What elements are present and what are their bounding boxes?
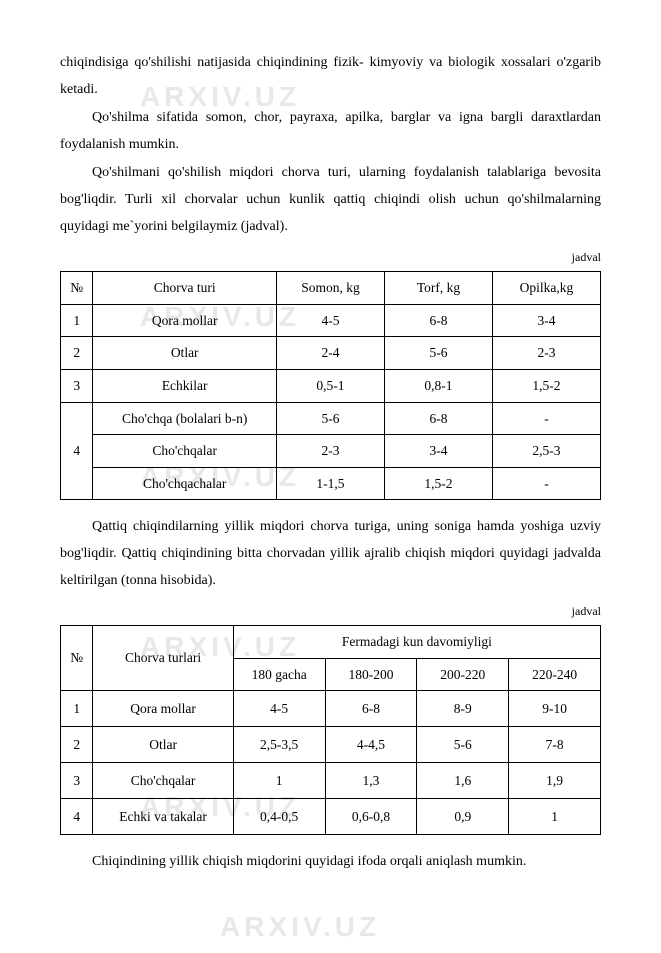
cell-val: 0,6-0,8 <box>325 799 417 835</box>
col-name: Chorva turlari <box>93 626 233 691</box>
cell-val: - <box>492 402 600 435</box>
cell-val: 3-4 <box>492 304 600 337</box>
watermark: ARXIV.UZ <box>220 900 380 953</box>
table-row: 1 Qora mollar 4-5 6-8 3-4 <box>61 304 601 337</box>
cell-name: Cho'chqalar <box>93 763 233 799</box>
col-group: Fermadagi kun davomiyligi <box>233 626 600 659</box>
cell-name: Cho'chqa (bolalari b-n) <box>93 402 277 435</box>
cell-val: 5-6 <box>384 337 492 370</box>
paragraph-4: Qattiq chiqindilarning yillik miqdori ch… <box>60 514 601 594</box>
cell-val: 2,5-3,5 <box>233 727 325 763</box>
table-header-row: № Chorva turi Somon, kg Torf, kg Opilka,… <box>61 271 601 304</box>
table-row: 3 Cho'chqalar 1 1,3 1,6 1,9 <box>61 763 601 799</box>
cell-val: 1,6 <box>417 763 509 799</box>
cell-val: 0,8-1 <box>384 369 492 402</box>
cell-val: 4-4,5 <box>325 727 417 763</box>
cell-num: 1 <box>61 304 93 337</box>
cell-val: 7-8 <box>509 727 601 763</box>
col-num: № <box>61 271 93 304</box>
table2-caption: jadval <box>60 600 601 623</box>
col-somon: Somon, kg <box>276 271 384 304</box>
cell-val: 9-10 <box>509 691 601 727</box>
table-row: 3 Echkilar 0,5-1 0,8-1 1,5-2 <box>61 369 601 402</box>
cell-name: Otlar <box>93 727 233 763</box>
cell-val: 1,3 <box>325 763 417 799</box>
col-num: № <box>61 626 93 691</box>
cell-val: 6-8 <box>384 304 492 337</box>
table-row: 2 Otlar 2-4 5-6 2-3 <box>61 337 601 370</box>
cell-name: Echkilar <box>93 369 277 402</box>
col-name: Chorva turi <box>93 271 277 304</box>
cell-name: Cho'chqachalar <box>93 467 277 500</box>
table-row: Cho'chqachalar 1-1,5 1,5-2 - <box>61 467 601 500</box>
paragraph-3: Qo'shilmani qo'shilish miqdori chorva tu… <box>60 160 601 240</box>
cell-name: Cho'chqalar <box>93 435 277 468</box>
cell-val: 6-8 <box>325 691 417 727</box>
cell-num: 1 <box>61 691 93 727</box>
cell-val: 4-5 <box>276 304 384 337</box>
cell-num: 4 <box>61 402 93 500</box>
cell-num: 4 <box>61 799 93 835</box>
cell-val: 1,5-2 <box>492 369 600 402</box>
col-sub: 180 gacha <box>233 658 325 691</box>
cell-val: 0,4-0,5 <box>233 799 325 835</box>
cell-val: 5-6 <box>417 727 509 763</box>
cell-val: 0,9 <box>417 799 509 835</box>
table-row: 4 Cho'chqa (bolalari b-n) 5-6 6-8 - <box>61 402 601 435</box>
cell-name: Qora mollar <box>93 691 233 727</box>
col-torf: Torf, kg <box>384 271 492 304</box>
table-row: 1 Qora mollar 4-5 6-8 8-9 9-10 <box>61 691 601 727</box>
cell-val: 1 <box>233 763 325 799</box>
cell-name: Echki va takalar <box>93 799 233 835</box>
col-sub: 180-200 <box>325 658 417 691</box>
cell-val: - <box>492 467 600 500</box>
table-header-row: № Chorva turlari Fermadagi kun davomiyli… <box>61 626 601 659</box>
cell-name: Otlar <box>93 337 277 370</box>
cell-val: 3-4 <box>384 435 492 468</box>
cell-val: 6-8 <box>384 402 492 435</box>
col-sub: 220-240 <box>509 658 601 691</box>
cell-val: 1,5-2 <box>384 467 492 500</box>
table-1: № Chorva turi Somon, kg Torf, kg Opilka,… <box>60 271 601 500</box>
table-row: 2 Otlar 2,5-3,5 4-4,5 5-6 7-8 <box>61 727 601 763</box>
table-2: № Chorva turlari Fermadagi kun davomiyli… <box>60 625 601 835</box>
cell-val: 0,5-1 <box>276 369 384 402</box>
paragraph-2: Qo'shilma sifatida somon, chor, payraxa,… <box>60 105 601 158</box>
cell-val: 5-6 <box>276 402 384 435</box>
cell-val: 2-3 <box>276 435 384 468</box>
cell-val: 4-5 <box>233 691 325 727</box>
col-opilka: Opilka,kg <box>492 271 600 304</box>
cell-val: 8-9 <box>417 691 509 727</box>
cell-num: 2 <box>61 727 93 763</box>
table-row: 4 Echki va takalar 0,4-0,5 0,6-0,8 0,9 1 <box>61 799 601 835</box>
cell-val: 2-3 <box>492 337 600 370</box>
cell-val: 1 <box>509 799 601 835</box>
cell-val: 2,5-3 <box>492 435 600 468</box>
paragraph-5: Chiqindining yillik chiqish miqdorini qu… <box>60 849 601 876</box>
table1-caption: jadval <box>60 246 601 269</box>
col-sub: 200-220 <box>417 658 509 691</box>
cell-num: 2 <box>61 337 93 370</box>
cell-num: 3 <box>61 763 93 799</box>
cell-val: 1-1,5 <box>276 467 384 500</box>
cell-val: 2-4 <box>276 337 384 370</box>
cell-num: 3 <box>61 369 93 402</box>
table-row: Cho'chqalar 2-3 3-4 2,5-3 <box>61 435 601 468</box>
cell-val: 1,9 <box>509 763 601 799</box>
paragraph-1: chiqindisiga qo'shilishi natijasida chiq… <box>60 50 601 103</box>
cell-name: Qora mollar <box>93 304 277 337</box>
